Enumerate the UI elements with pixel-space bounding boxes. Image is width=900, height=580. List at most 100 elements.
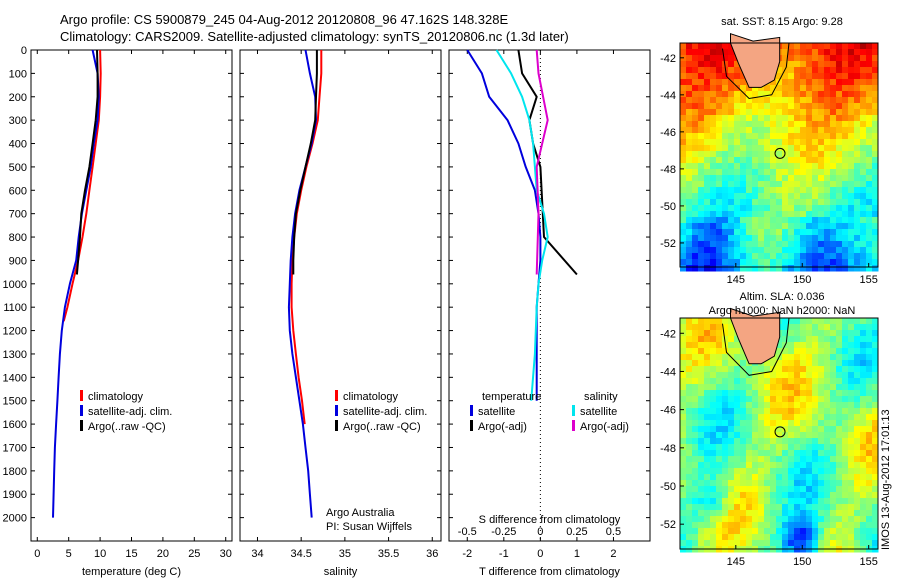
map-cell	[812, 534, 819, 541]
map-cell	[788, 187, 795, 194]
map-cell	[866, 67, 873, 74]
map-cell	[818, 55, 825, 62]
map-cell	[692, 396, 699, 403]
map-cell	[794, 265, 801, 272]
map-cell	[722, 318, 729, 325]
map-cell	[806, 91, 813, 98]
map-cell	[866, 336, 873, 343]
map-cell	[830, 402, 837, 409]
map-cell	[728, 438, 735, 445]
map-cell	[788, 235, 795, 242]
map-cell	[782, 163, 789, 170]
map-cell	[842, 157, 849, 164]
x-tick-label: 36	[426, 548, 438, 560]
map-cell	[872, 169, 879, 176]
map-cell	[758, 121, 765, 128]
map-cell	[728, 193, 735, 200]
map-cell	[800, 121, 807, 128]
map-cell	[854, 498, 861, 505]
map-cell	[830, 61, 837, 68]
map-cell	[698, 348, 705, 355]
map-cell	[728, 420, 735, 427]
map-cell	[854, 109, 861, 116]
map-cell	[776, 109, 783, 116]
map-cell	[686, 85, 693, 92]
map-cell	[776, 127, 783, 134]
map-cell	[710, 49, 717, 56]
map-cell	[806, 157, 813, 164]
map-cell	[758, 450, 765, 457]
map-cell	[872, 522, 879, 529]
map-cell	[758, 522, 765, 529]
map-cell	[710, 187, 717, 194]
map-cell	[770, 492, 777, 499]
map-cell	[872, 79, 879, 86]
map-cell	[842, 73, 849, 80]
map-cell	[734, 342, 741, 349]
map-cell	[764, 85, 771, 92]
map-cell	[740, 133, 747, 140]
y-tick-label: 2000	[3, 513, 27, 525]
map-cell	[818, 366, 825, 373]
map-cell	[842, 103, 849, 110]
map-cell	[764, 199, 771, 206]
map-cell	[686, 510, 693, 517]
map-cell	[704, 199, 711, 206]
map-cell	[710, 55, 717, 62]
map-cell	[836, 61, 843, 68]
map-cell	[782, 145, 789, 152]
map-cell	[716, 438, 723, 445]
map-cell	[806, 414, 813, 421]
map-cell	[710, 205, 717, 212]
map-cell	[866, 528, 873, 535]
map-cell	[794, 378, 801, 385]
map-cell	[872, 247, 879, 254]
map-cell	[824, 426, 831, 433]
map-cell	[794, 426, 801, 433]
map-cell	[758, 378, 765, 385]
map-cell	[872, 181, 879, 188]
map-cell	[842, 127, 849, 134]
temperature-legend: climatology satellite-adj. clim. Argo(..…	[80, 390, 172, 435]
map-cell	[728, 139, 735, 146]
map-cell	[752, 504, 759, 511]
legend-item: climatology	[335, 390, 427, 405]
map-cell	[836, 504, 843, 511]
map-cell	[692, 330, 699, 337]
map-cell	[764, 510, 771, 517]
map-cell	[836, 163, 843, 170]
map-cell	[776, 241, 783, 248]
map-cell	[686, 390, 693, 397]
map-cell	[698, 492, 705, 499]
map-cell	[866, 205, 873, 212]
map-cell	[710, 426, 717, 433]
map-cell	[818, 420, 825, 427]
map-cell	[788, 211, 795, 218]
map-cell	[854, 91, 861, 98]
map-cell	[704, 133, 711, 140]
map-cell	[794, 486, 801, 493]
credit-text: Argo Australia PI: Susan Wijffels	[326, 506, 412, 534]
map-cell	[818, 211, 825, 218]
map-cell	[866, 199, 873, 206]
map-cell	[692, 390, 699, 397]
map-cell	[752, 223, 759, 230]
map-cell	[848, 378, 855, 385]
map-cell	[746, 133, 753, 140]
map-cell	[770, 127, 777, 134]
map-cell	[734, 372, 741, 379]
map-cell	[758, 133, 765, 140]
map-cell	[848, 420, 855, 427]
map-cell	[746, 187, 753, 194]
map-cell	[872, 462, 879, 469]
map-cell	[842, 61, 849, 68]
map-cell	[680, 265, 687, 272]
map-cell	[836, 402, 843, 409]
map-cell	[698, 265, 705, 272]
map-cell	[800, 223, 807, 230]
map-cell	[722, 450, 729, 457]
map-cell	[764, 468, 771, 475]
map-cell	[728, 145, 735, 152]
map-cell	[866, 348, 873, 355]
map-cell	[848, 157, 855, 164]
